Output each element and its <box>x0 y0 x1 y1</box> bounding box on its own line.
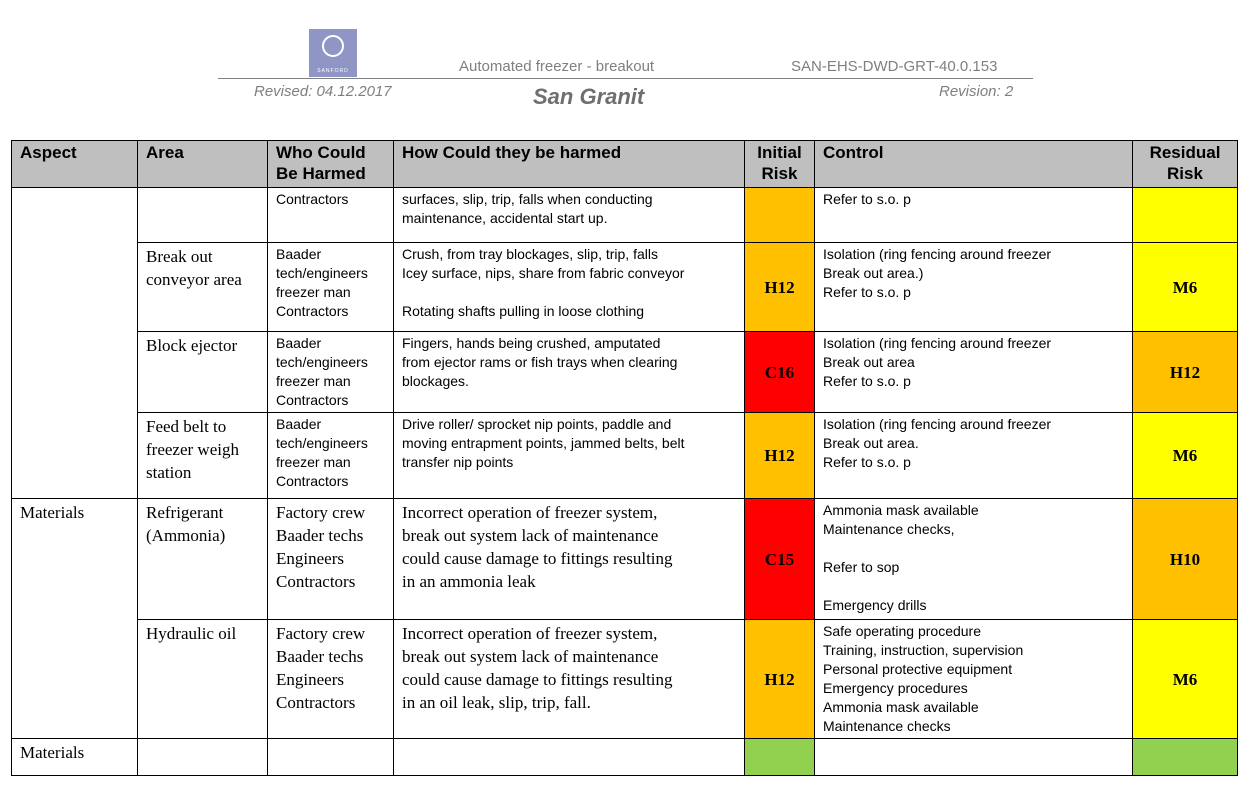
area-cell: Hydraulic oil <box>137 619 268 739</box>
col-who: Who Could Be Harmed <box>267 140 394 188</box>
how-cell <box>393 738 745 776</box>
table-row: Hydraulic oil Factory crew Baader techs E… <box>12 619 1238 739</box>
residual-risk-cell: H12 <box>1132 331 1238 413</box>
table-row: Materials <box>11 738 1238 776</box>
revision: Revision: 2 <box>939 83 1014 100</box>
who-cell: Baader tech/engineers freezer man Contra… <box>267 242 394 332</box>
doc-title: Automated freezer - breakout <box>459 58 655 75</box>
how-cell: Drive roller/ sprocket nip points, paddl… <box>393 412 745 499</box>
how-cell: Incorrect operation of freezer system, b… <box>393 498 745 620</box>
control-cell: Isolation (ring fencing around freezer B… <box>814 242 1133 332</box>
control-cell: Isolation (ring fencing around freezer B… <box>814 331 1133 413</box>
initial-risk-cell: C16 <box>744 331 815 413</box>
header-row: Aspect Area Who Could Be Harmed How Coul… <box>11 140 1238 188</box>
table-row: Materials Refrigerant (Ammonia) Factory cr… <box>11 498 1238 739</box>
col-aspect: Aspect <box>11 140 138 188</box>
residual-risk-cell <box>1132 187 1238 243</box>
who-cell: Factory crew Baader techs Engineers Cont… <box>267 619 394 739</box>
doc-code: SAN-EHS-DWD-GRT-40.0.153 <box>791 58 998 75</box>
initial-risk-cell <box>744 187 815 243</box>
control-cell: Ammonia mask available Maintenance check… <box>814 498 1133 620</box>
col-control: Control <box>814 140 1133 188</box>
control-cell: Refer to s.o. p <box>814 187 1133 243</box>
table-row: Block ejector Baader tech/engineers freez… <box>12 331 1238 413</box>
revised-date: Revised: 04.12.2017 <box>254 83 392 100</box>
residual-risk-cell: M6 <box>1132 412 1238 499</box>
col-area: Area <box>137 140 268 188</box>
who-cell <box>267 738 394 776</box>
how-cell: surfaces, slip, trip, falls when conduct… <box>393 187 745 243</box>
col-how: How Could they be harmed <box>393 140 745 188</box>
initial-risk-cell: C15 <box>744 498 815 620</box>
aspect-cell: Materials <box>11 498 138 739</box>
sanford-logo: SANFORD <box>309 29 357 77</box>
area-cell <box>137 738 268 776</box>
risk-table: Aspect Area Who Could Be Harmed How Coul… <box>11 140 1238 776</box>
who-cell: Baader tech/engineers freezer man Contra… <box>267 331 394 413</box>
who-cell: Baader tech/engineers freezer man Contra… <box>267 412 394 499</box>
how-cell: Crush, from tray blockages, slip, trip, … <box>393 242 745 332</box>
how-cell: Fingers, hands being crushed, amputated … <box>393 331 745 413</box>
residual-risk-cell: H10 <box>1132 498 1238 620</box>
table-row: Break out conveyor area Baader tech/engin… <box>12 242 1238 332</box>
site-name: San Granit <box>533 84 645 109</box>
residual-risk-cell <box>1132 738 1238 776</box>
initial-risk-cell <box>744 738 815 776</box>
area-cell: Refrigerant (Ammonia) <box>137 498 268 620</box>
initial-risk-cell: H12 <box>744 619 815 739</box>
control-cell: Safe operating procedure Training, instr… <box>814 619 1133 739</box>
who-cell: Factory crew Baader techs Engineers Cont… <box>267 498 394 620</box>
area-cell: Feed belt to freezer weigh station <box>137 412 268 499</box>
header-rule <box>218 78 1033 79</box>
initial-risk-cell: H12 <box>744 242 815 332</box>
residual-risk-cell: M6 <box>1132 242 1238 332</box>
how-cell: Incorrect operation of freezer system, b… <box>393 619 745 739</box>
fish-icon <box>322 35 344 57</box>
who-cell: Contractors <box>267 187 394 243</box>
table-row: Feed belt to freezer weigh station Baader… <box>12 412 1238 499</box>
aspect-cell: Materials <box>11 738 138 776</box>
control-cell <box>814 738 1133 776</box>
col-residual-risk: Residual Risk <box>1132 140 1238 188</box>
area-cell <box>137 187 268 243</box>
area-cell: Block ejector <box>137 331 268 413</box>
table-row: Contractors surfaces, slip, trip, falls w… <box>11 187 1238 499</box>
area-cell: Break out conveyor area <box>137 242 268 332</box>
col-initial-risk: Initial Risk <box>744 140 815 188</box>
aspect-cell <box>11 187 138 499</box>
residual-risk-cell: M6 <box>1132 619 1238 739</box>
initial-risk-cell: H12 <box>744 412 815 499</box>
control-cell: Isolation (ring fencing around freezer B… <box>814 412 1133 499</box>
